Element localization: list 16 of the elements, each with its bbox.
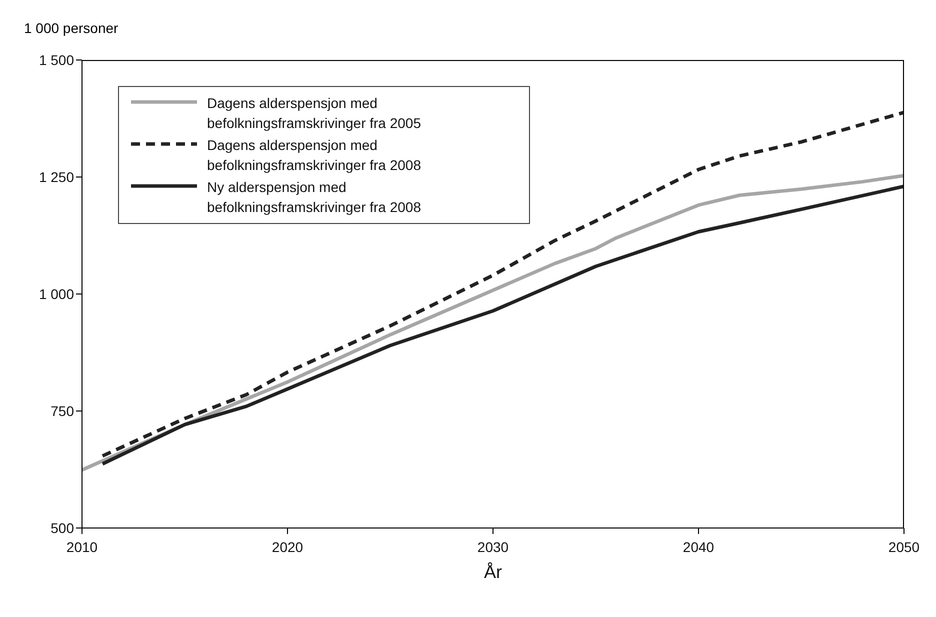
y-tick-label: 750 xyxy=(50,402,74,419)
line-series xyxy=(100,110,904,458)
x-axis-title: År xyxy=(484,562,502,582)
legend-label: Ny alderspensjon med befolkningsframskrivinger fra 2008 xyxy=(207,178,422,217)
legend-label: Dagens alderspensjon med befolkningsframskrivinger fra 2008 xyxy=(207,136,422,175)
x-tick-label: 2050 xyxy=(888,538,920,555)
y-tick-label: 1 500 xyxy=(38,52,74,68)
y-axis-title: 1 000 personer xyxy=(24,20,118,36)
y-tick-label: 500 xyxy=(50,520,74,536)
x-tick-label: 2020 xyxy=(272,538,304,555)
legend-label: Dagens alderspensjon med befolkningsframskrivinger fra 2005 xyxy=(207,94,422,133)
y-tick-label: 1 250 xyxy=(38,168,74,185)
x-tick-label: 2030 xyxy=(477,538,509,555)
x-tick-label: 2010 xyxy=(66,538,98,555)
x-tick-label: 2040 xyxy=(682,538,714,555)
y-tick-label: 1 000 xyxy=(38,286,74,302)
